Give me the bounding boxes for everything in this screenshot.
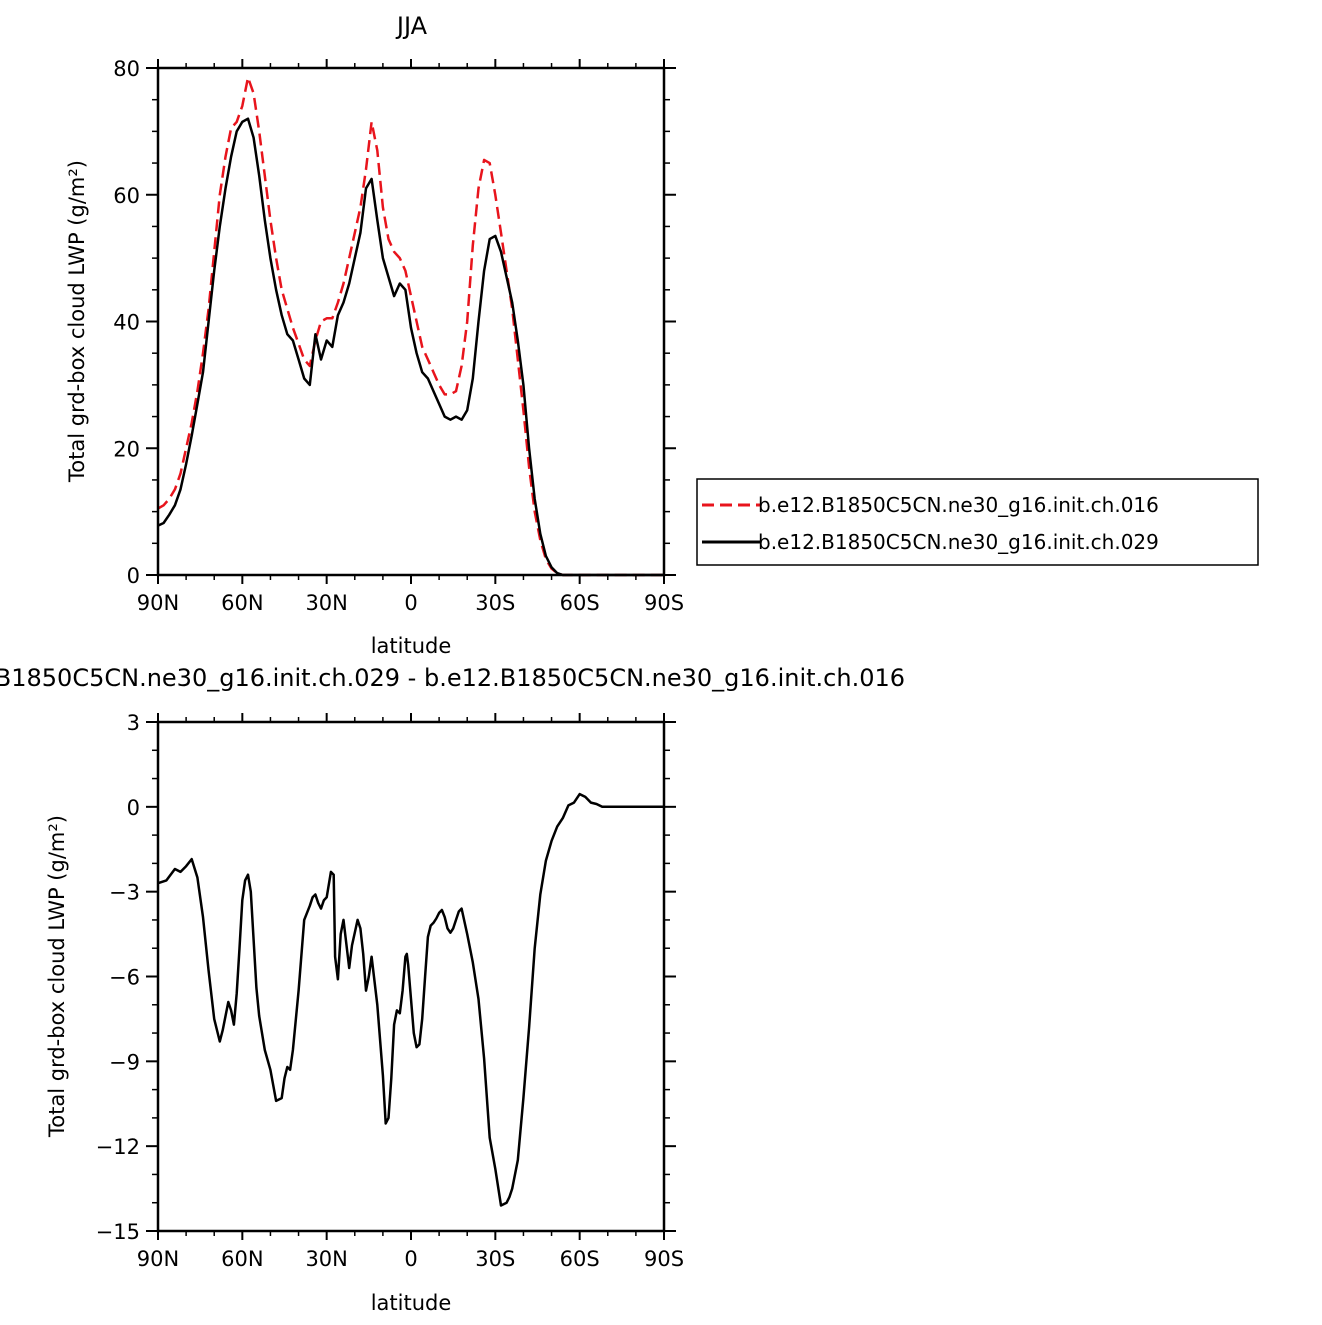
bottom-y-tick-label: −9 [109,1050,140,1074]
bottom-y-tick-label: −6 [109,966,140,990]
bottom-y-tick-label: −15 [96,1220,140,1244]
bottom-x-tick-label: 60N [221,1247,263,1271]
top-chart-title: JJA [395,12,428,40]
top-x-tick-label: 60S [560,591,600,615]
top-x-tick-label: 60N [221,591,263,615]
bottom-x-tick-label: 0 [404,1247,417,1271]
top-y-tick-label: 80 [113,57,140,81]
top-chart: JJA 90N 60N 30N 0 30S 60S 90S 0 20 40 60 80 latitud… [65,12,684,658]
bottom-y-axis-label: Total grd-box cloud LWP (g/m²) [45,815,69,1138]
top-y-tick-label: 60 [113,184,140,208]
bottom-x-tick-label: 60S [560,1247,600,1271]
bottom-x-tick-label: 30N [305,1247,347,1271]
bottom-x-tick-label: 90S [644,1247,684,1271]
bottom-y-tick-label: −12 [96,1135,140,1159]
bottom-x-tick-label: 90N [137,1247,179,1271]
top-series-line-1 [157,117,664,577]
bottom-x-tick-label: 30S [475,1247,515,1271]
bottom-y-tick-label: 3 [127,711,140,735]
bottom-chart-title: b.e12.B1850C5CN.ne30_g16.init.ch.029 - b… [0,664,905,692]
bottom-series-line-0 [157,792,664,1207]
top-x-tick-label: 30S [475,591,515,615]
top-x-tick-label: 0 [404,591,417,615]
bottom-y-tick-label: −3 [109,881,140,905]
top-y-tick-label: 40 [113,311,140,335]
bottom-series-layer [157,792,664,1207]
top-series-layer [157,76,664,577]
bottom-y-tick-label: 0 [127,796,140,820]
legend-box [696,478,1259,566]
top-x-tick-label: 30N [305,591,347,615]
legend: b.e12.B1850C5CN.ne30_g16.init.ch.016 b.e… [696,478,1259,566]
top-y-tick-label: 0 [127,564,140,588]
legend-label-029: b.e12.B1850C5CN.ne30_g16.init.ch.029 [758,530,1159,554]
bottom-x-axis-label: latitude [371,1291,452,1315]
top-y-axis-label: Total grd-box cloud LWP (g/m²) [65,160,89,483]
bottom-ticks: 90N 60N 30N 0 30S 60S 90S −15 −12 −9 −6 −3 0 3 [96,711,684,1271]
top-x-tick-label: 90N [137,591,179,615]
legend-label-016: b.e12.B1850C5CN.ne30_g16.init.ch.016 [758,493,1159,517]
top-y-tick-label: 20 [113,437,140,461]
top-ticks: 90N 60N 30N 0 30S 60S 90S 0 20 40 60 80 [113,57,684,615]
top-x-axis-label: latitude [371,634,452,658]
bottom-chart: b.e12.B1850C5CN.ne30_g16.init.ch.029 - b… [0,664,905,1315]
top-x-tick-label: 90S [644,591,684,615]
